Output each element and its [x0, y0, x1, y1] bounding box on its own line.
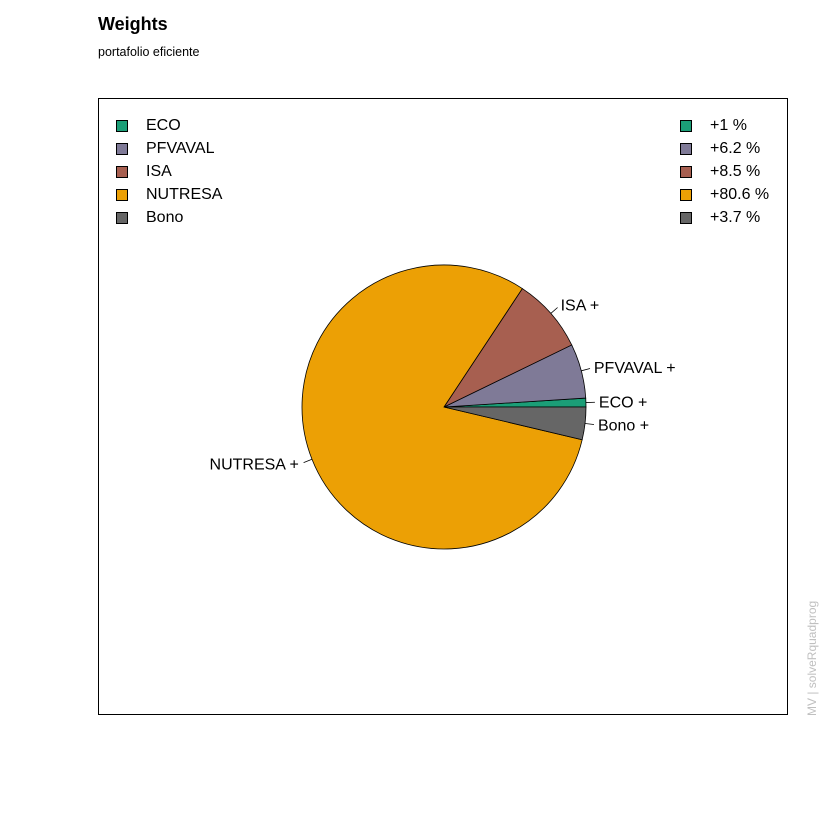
legend-label: +3.7 % — [710, 208, 761, 226]
label-tick-bono — [584, 423, 595, 425]
legend-label: +80.6 % — [710, 185, 770, 203]
legend-value-isa: +8.5 % — [680, 160, 769, 183]
label-tick-nutresa — [303, 458, 313, 463]
legend-label: +8.5 % — [710, 162, 761, 180]
legend-label: ECO — [146, 116, 181, 134]
chart-title: Weights — [98, 14, 168, 34]
legend-swatch — [680, 188, 692, 201]
pie-label-eco: ECO + — [599, 395, 647, 412]
legend-label: PFVAVAL — [146, 139, 215, 157]
legend-name-isa: ISA — [116, 160, 222, 183]
pie-label-pfvaval: PFVAVAL + — [594, 360, 676, 377]
legend-value-nutresa: +80.6 % — [680, 183, 769, 206]
legend-label: +6.2 % — [710, 139, 761, 157]
legend-name-bono: Bono — [116, 206, 222, 229]
legend-swatch — [116, 119, 128, 132]
pie-label-nutresa: NUTRESA + — [210, 457, 299, 474]
legend-label: Bono — [146, 208, 184, 226]
label-tick-pfvaval — [581, 368, 591, 372]
legend-name-pfvaval: PFVAVAL — [116, 137, 222, 160]
pie-slice-nutresa — [301, 264, 583, 550]
pie-label-bono: Bono + — [598, 417, 649, 434]
pie-labels: ECO + PFVAVAL + ISA + NUTRESA + Bono + — [210, 297, 676, 473]
legend-name-nutresa: NUTRESA — [116, 183, 222, 206]
legend-swatch — [116, 142, 128, 155]
pie-label-isa: ISA + — [561, 297, 600, 314]
legend-swatch — [680, 165, 692, 178]
legend-label: NUTRESA — [146, 185, 223, 203]
legend-value-pfvaval: +6.2 % — [680, 137, 769, 160]
legend-values: +1 % +6.2 % +8.5 % +80.6 % +3.7 % — [680, 114, 769, 229]
legend-swatch — [116, 188, 128, 201]
plot-frame — [98, 98, 788, 715]
legend-value-eco: +1 % — [680, 114, 769, 137]
legend-swatch — [680, 142, 692, 155]
legend-swatch — [680, 119, 692, 132]
legend-label: ISA — [146, 162, 172, 180]
legend-swatch — [680, 211, 692, 224]
legend-label: +1 % — [710, 116, 747, 134]
legend-name-eco: ECO — [116, 114, 222, 137]
legend-swatch — [116, 165, 128, 178]
label-tick-isa — [550, 307, 558, 314]
legend-names: ECO PFVAVAL ISA NUTRESA Bono — [116, 114, 222, 229]
legend-swatch — [116, 211, 128, 224]
legend-value-bono: +3.7 % — [680, 206, 769, 229]
pie-slices — [301, 264, 587, 550]
chart-subtitle: portafolio eficiente — [98, 45, 200, 59]
